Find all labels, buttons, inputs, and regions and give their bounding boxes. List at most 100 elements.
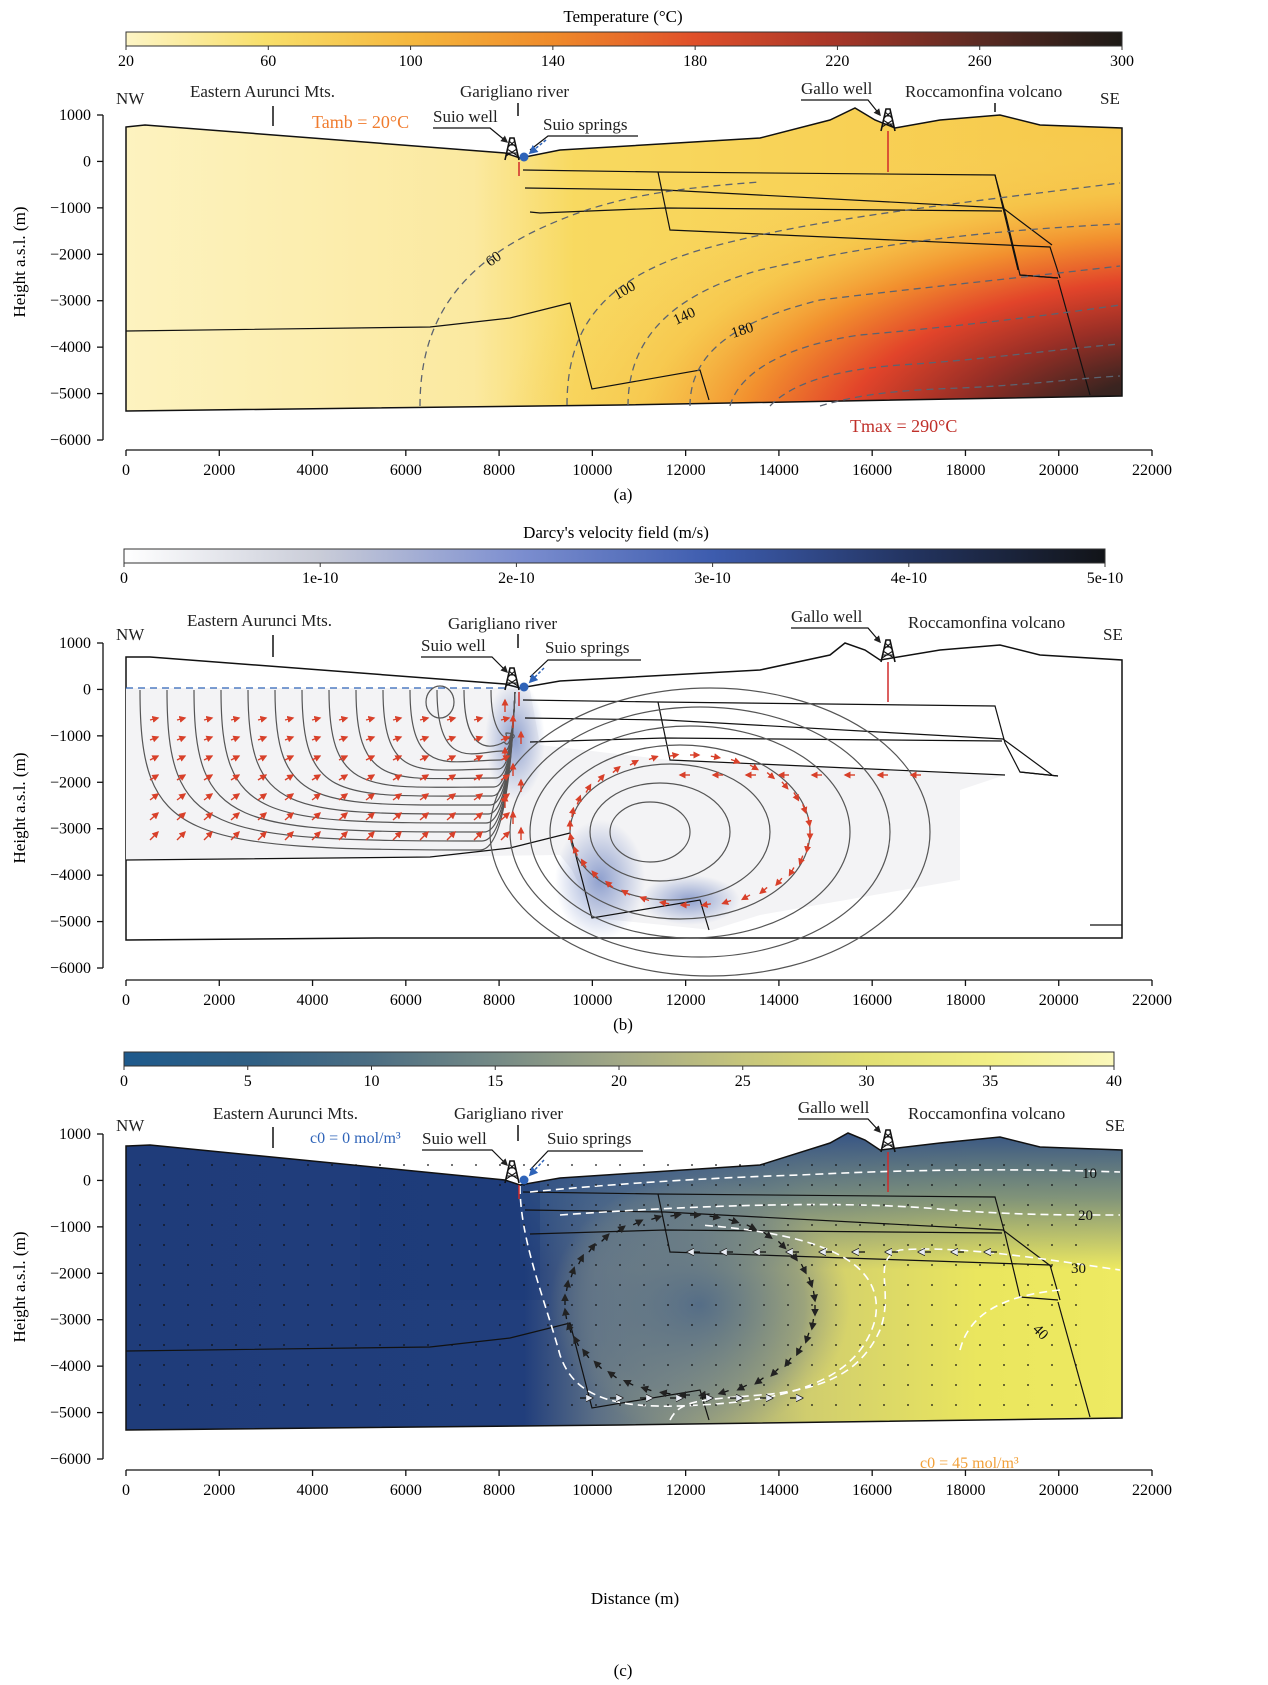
velocity-dot [187, 1384, 189, 1386]
velocity-dot [283, 1364, 285, 1366]
suio-well-label: Suio well [421, 636, 486, 655]
velocity-dot [331, 1364, 333, 1366]
flow-arrow [563, 1279, 571, 1292]
temperature-field [126, 108, 1122, 411]
velocity-dot [667, 1344, 669, 1346]
velocity-dot [451, 1244, 453, 1246]
velocity-dot [163, 1204, 165, 1206]
velocity-dot [787, 1164, 789, 1166]
y-tick-label: −3000 [50, 821, 91, 838]
velocity-dot [427, 1384, 429, 1386]
flow-arrow [338, 831, 348, 841]
velocity-dot [763, 1244, 765, 1246]
x-tick-label: 16000 [852, 992, 892, 1009]
roccamonfina-label: Roccamonfina volcano [908, 613, 1065, 632]
flow-arrow [658, 899, 670, 907]
se-label: SE [1103, 625, 1123, 644]
velocity-dot [307, 1404, 309, 1406]
velocity-dot [259, 1304, 261, 1306]
flow-arrow [230, 793, 241, 801]
velocity-dot [595, 1184, 597, 1186]
velocity-dot [1027, 1184, 1029, 1186]
velocity-dot [787, 1404, 789, 1406]
velocity-dot [883, 1364, 885, 1366]
velocity-dot [907, 1244, 909, 1246]
velocity-dot [955, 1324, 957, 1326]
velocity-dot [979, 1184, 981, 1186]
velocity-dot [811, 1344, 813, 1346]
colorbar-tick-label: 10 [364, 1073, 380, 1090]
velocity-dot [355, 1284, 357, 1286]
velocity-dot [403, 1184, 405, 1186]
x-tick-label: 8000 [483, 1482, 515, 1499]
velocity-dot [307, 1384, 309, 1386]
velocity-dot [523, 1384, 525, 1386]
velocity-dot [715, 1384, 717, 1386]
velocity-dot [331, 1224, 333, 1226]
ylabel-b: Height a.s.l. (m) [10, 753, 29, 864]
velocity-dot [955, 1204, 957, 1206]
velocity-dot [499, 1364, 501, 1366]
velocity-dot [595, 1284, 597, 1286]
velocity-dot [979, 1204, 981, 1206]
velocity-dot [547, 1384, 549, 1386]
velocity-dot [1051, 1284, 1053, 1286]
x-tick-label: 6000 [390, 462, 422, 479]
flow-arrow [500, 812, 511, 821]
velocity-dot [619, 1364, 621, 1366]
velocity-dot [427, 1344, 429, 1346]
velocity-dot [859, 1384, 861, 1386]
velocity-dot [211, 1204, 213, 1206]
velocity-dot [595, 1204, 597, 1206]
isoline-label: 20 [1078, 1208, 1093, 1224]
topography-c [125, 1132, 1123, 1431]
flow-arrow [798, 855, 805, 866]
flow-arrow [419, 793, 430, 801]
colorbar-tick-label: 0 [120, 570, 128, 587]
velocity-dot [595, 1264, 597, 1266]
flow-arrow [736, 1383, 748, 1391]
velocity-dot [259, 1264, 261, 1266]
velocity-dot [811, 1404, 813, 1406]
velocity-dot [787, 1264, 789, 1266]
velocity-dot [235, 1384, 237, 1386]
flow-arrow [775, 877, 783, 887]
velocity-dot [739, 1244, 741, 1246]
flow-arrow [392, 755, 403, 762]
flow-arrow [311, 774, 322, 781]
velocity-dot [547, 1364, 549, 1366]
flow-arrow [176, 735, 187, 743]
flow-arrow [392, 793, 403, 801]
velocity-dot [811, 1264, 813, 1266]
velocity-dot [1075, 1384, 1077, 1386]
velocity-dot [235, 1224, 237, 1226]
velocity-dot [1003, 1304, 1005, 1306]
velocity-dot [931, 1324, 933, 1326]
velocity-dot [523, 1264, 525, 1266]
velocity-dot [691, 1184, 693, 1186]
velocity-dot [139, 1384, 141, 1386]
velocity-dot [715, 1224, 717, 1226]
velocity-dot [451, 1164, 453, 1166]
velocity-dot [211, 1264, 213, 1266]
flow-arrow [500, 774, 511, 781]
velocity-dot [739, 1204, 741, 1206]
flow-arrow [582, 1348, 590, 1359]
velocity-dot [691, 1224, 693, 1226]
flow-arrow [311, 793, 322, 801]
velocity-dot [1027, 1404, 1029, 1406]
flow-arrow [584, 783, 592, 793]
velocity-dot [1003, 1164, 1005, 1166]
velocity-dot [139, 1184, 141, 1186]
velocity-dot [523, 1244, 525, 1246]
colorbar-tick-label: 100 [399, 53, 423, 70]
velocity-dot [547, 1324, 549, 1326]
velocity-dot [619, 1304, 621, 1306]
flow-arrow [284, 793, 295, 801]
velocity-dot [739, 1224, 741, 1226]
velocity-dot [283, 1244, 285, 1246]
velocity-dot [763, 1284, 765, 1286]
velocity-dot [763, 1204, 765, 1206]
geology-lines-a [125, 169, 1091, 401]
